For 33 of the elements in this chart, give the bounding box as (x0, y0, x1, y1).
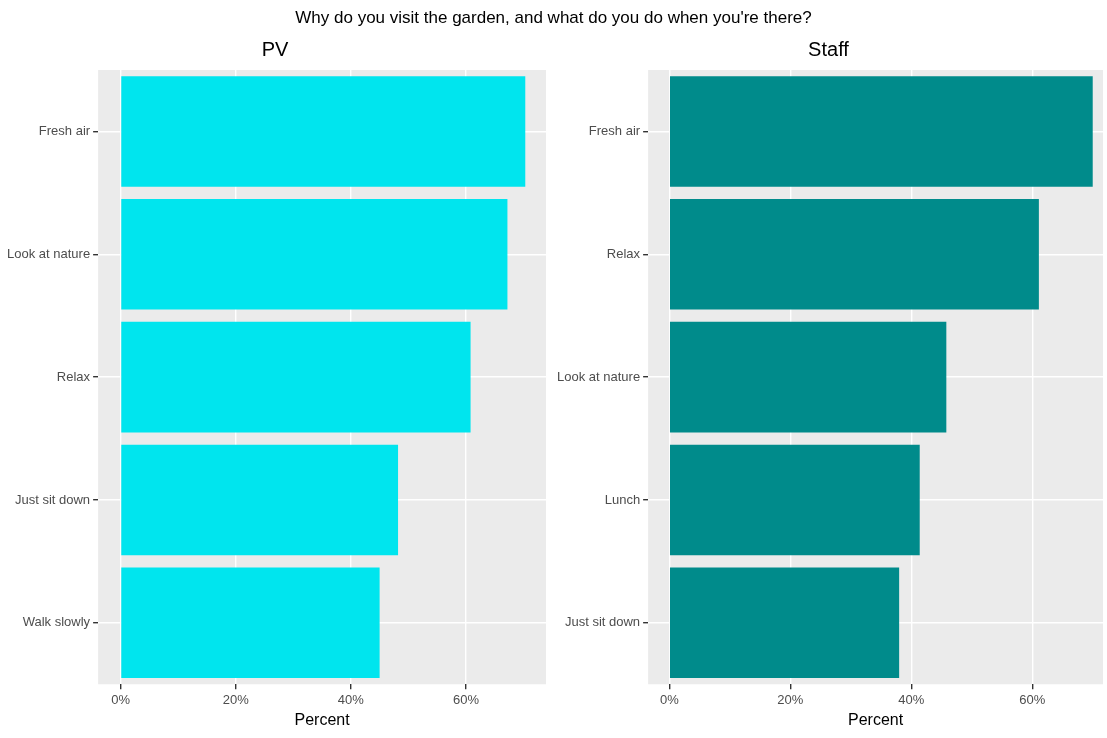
bar (669, 198, 1039, 310)
bar (121, 198, 508, 310)
bar (669, 567, 900, 679)
x-tick-label: 40% (337, 691, 365, 707)
bar (121, 444, 399, 556)
x-axis-title: Percent (294, 710, 351, 728)
bar (669, 321, 947, 433)
bar (669, 444, 920, 556)
x-tick-label: 0% (111, 691, 131, 707)
bar (121, 321, 471, 433)
y-tick-label: Fresh air (588, 123, 641, 138)
x-tick-label: 0% (659, 691, 680, 707)
x-tick-label: 20% (777, 691, 804, 707)
chart-subtitle: Staff (808, 37, 850, 60)
y-tick-label: Walk slowly (22, 614, 91, 630)
y-tick-label: Relax (606, 245, 641, 261)
y-tick-label: Just sit down (564, 614, 641, 630)
bar (121, 567, 380, 679)
x-tick-label: 60% (1019, 691, 1046, 707)
bar (669, 76, 1093, 187)
chart-subtitle: PV (261, 37, 289, 60)
x-tick-label: 60% (452, 691, 480, 707)
y-tick-label: Look at nature (556, 368, 641, 384)
x-tick-label: 20% (222, 691, 250, 707)
x-tick-label: 40% (898, 691, 925, 707)
y-tick-label: Lunch (604, 491, 641, 507)
x-axis-title: Percent (847, 710, 904, 728)
y-tick-label: Look at nature (6, 245, 91, 261)
y-tick-label: Relax (56, 368, 91, 384)
chart-title: Why do you visit the garden, and what do you do when you're there? (294, 8, 813, 28)
bar (121, 76, 526, 187)
y-tick-label: Fresh air (38, 123, 91, 138)
y-tick-label: Just sit down (14, 491, 91, 507)
